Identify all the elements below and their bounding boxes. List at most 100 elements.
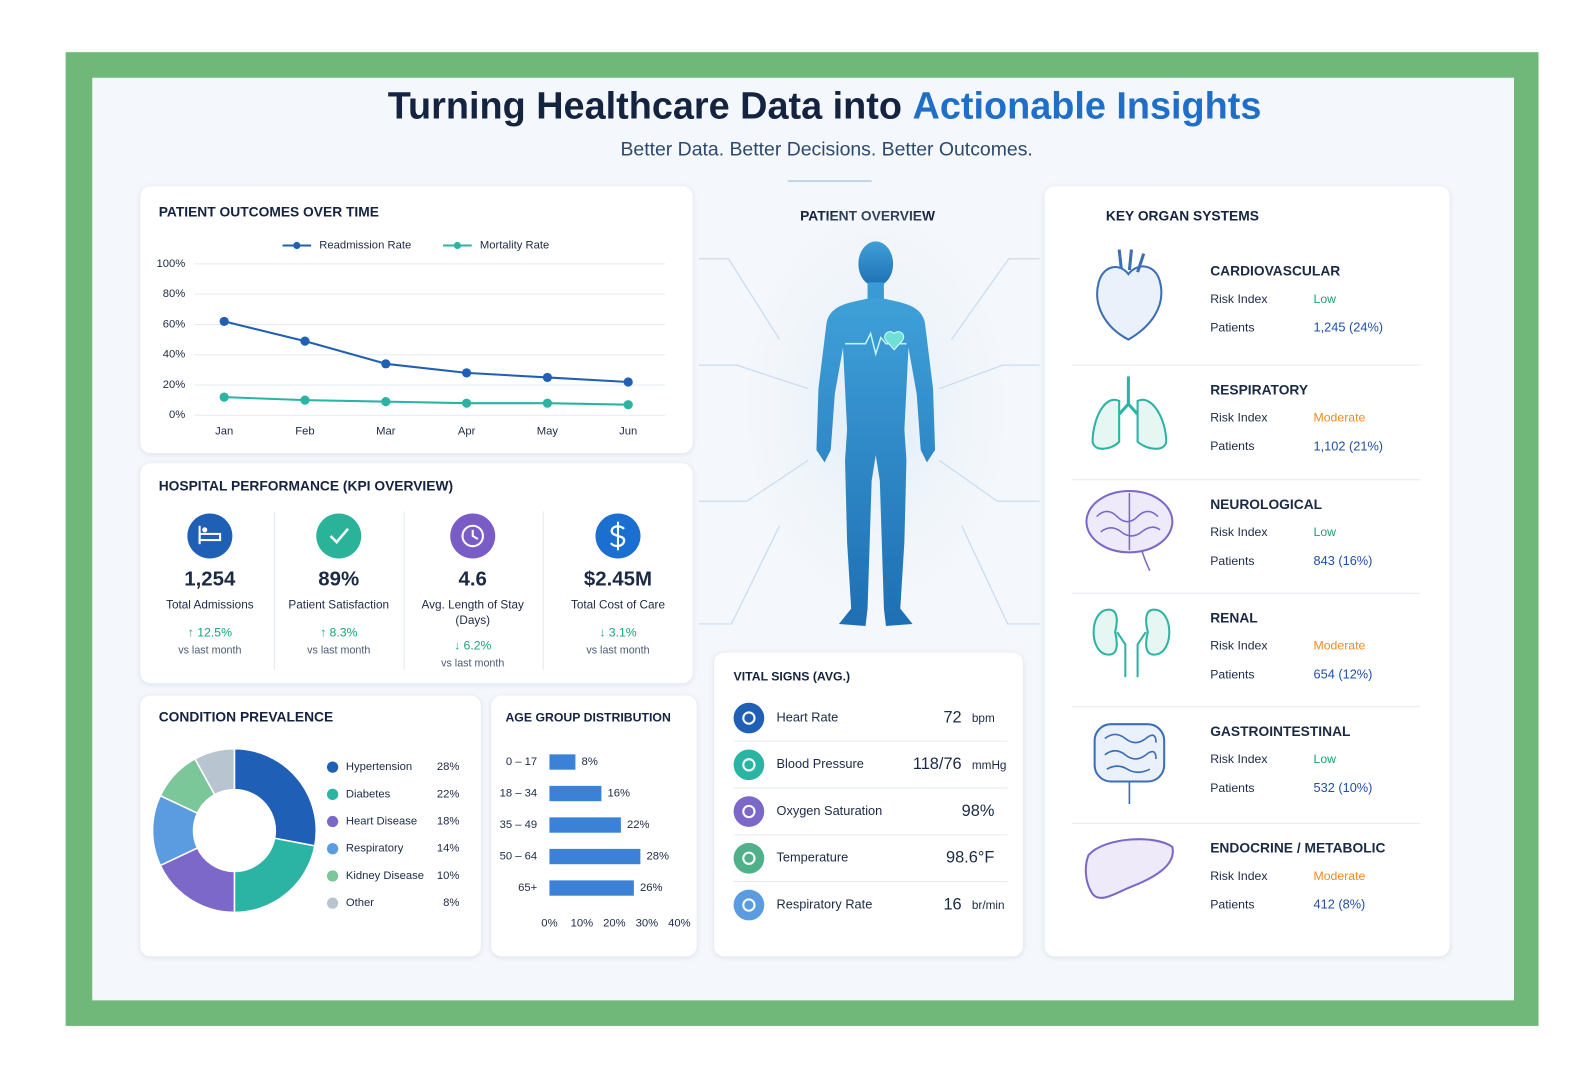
- vital-name: Temperature: [777, 850, 849, 865]
- patients-value: 1,245 (24%): [1314, 320, 1384, 335]
- kidney-right: [1145, 608, 1171, 656]
- kidney-left: [1092, 608, 1118, 656]
- vital-value: 98%: [962, 802, 995, 820]
- connector: [698, 525, 781, 625]
- y-tick-label: 100%: [157, 258, 186, 270]
- legend-marker: [293, 241, 301, 250]
- card-title: VITAL SIGNS (AVG.): [734, 669, 851, 683]
- connector: [698, 258, 781, 340]
- kpi-note: vs last month: [586, 644, 649, 656]
- legend-label: Mortality Rate: [480, 239, 549, 251]
- kpi-note: vs last month: [441, 658, 504, 670]
- value-label: 28%: [437, 761, 460, 773]
- connector: [938, 364, 1040, 390]
- liver: [1084, 838, 1174, 899]
- patients-value: 654 (12%): [1314, 666, 1373, 681]
- lung-left: [1091, 398, 1121, 450]
- icon-glyph: [471, 529, 479, 540]
- value-label: 16%: [608, 788, 631, 800]
- patients-label: Patients: [1210, 781, 1254, 795]
- card: [140, 186, 693, 454]
- kpi-label: Avg. Length of Stay: [422, 599, 524, 612]
- legend-label: Readmission Rate: [319, 239, 411, 251]
- connector: [950, 258, 1040, 340]
- vital-unit: bpm: [972, 712, 995, 725]
- brain-folds: [1096, 493, 1161, 572]
- y-tick-label: 40%: [163, 349, 186, 361]
- patients-label: Patients: [1210, 321, 1254, 335]
- connector: [698, 459, 809, 502]
- y-tick-label: 0 – 17: [506, 756, 537, 768]
- series-line: [224, 396, 629, 406]
- kpi-label: Patient Satisfaction: [288, 599, 389, 612]
- kpi-change: ↑ 12.5%: [188, 625, 232, 639]
- pie-segment: [233, 747, 317, 847]
- value-label: 18%: [437, 816, 460, 828]
- kpi-value: $2.45M: [584, 567, 652, 590]
- kpi-icon: [316, 513, 362, 559]
- kpi-value: 4.6: [459, 567, 487, 590]
- kpi-change: ↓ 6.2%: [454, 639, 492, 653]
- legend-label: Kidney Disease: [346, 870, 424, 882]
- vital-icon-glyph: [742, 851, 756, 865]
- figure-head: [858, 241, 894, 287]
- vital-icon: [733, 749, 765, 781]
- vital-icon-glyph: [742, 711, 756, 725]
- vital-icon: [733, 889, 765, 921]
- data-point: [623, 377, 633, 387]
- risk-label: Risk Index: [1210, 639, 1267, 653]
- y-tick-label: 60%: [163, 318, 186, 330]
- legend-marker: [326, 870, 339, 882]
- patients-label: Patients: [1210, 439, 1254, 453]
- data-point: [623, 400, 633, 410]
- y-tick-label: 20%: [163, 379, 186, 391]
- risk-value: Low: [1314, 752, 1337, 766]
- risk-value: Moderate: [1314, 639, 1366, 653]
- risk-label: Risk Index: [1210, 525, 1267, 539]
- legend-marker: [326, 788, 339, 800]
- pie-segment: [193, 747, 236, 796]
- risk-value: Moderate: [1314, 411, 1366, 425]
- value-label: 8%: [443, 897, 459, 909]
- data-point: [542, 398, 553, 408]
- kpi-change: ↓ 3.1%: [599, 625, 637, 639]
- risk-label: Risk Index: [1210, 411, 1267, 425]
- x-tick-label: Jun: [619, 426, 637, 438]
- kpi-change: ↑ 8.3%: [320, 625, 358, 639]
- data-point: [542, 372, 553, 383]
- legend-marker: [326, 897, 339, 909]
- legend-marker: [326, 843, 339, 855]
- risk-label: Risk Index: [1210, 292, 1267, 306]
- heart-organ: [1096, 265, 1163, 341]
- y-tick-label: 80%: [163, 288, 186, 300]
- organ-name: ENDOCRINE / METABOLIC: [1210, 841, 1385, 856]
- y-tick-label: 65+: [518, 882, 538, 894]
- data-point: [461, 398, 472, 408]
- patients-value: 1,102 (21%): [1314, 438, 1384, 453]
- card-title: AGE GROUP DISTRIBUTION: [505, 710, 671, 724]
- vital-icon-glyph: [742, 804, 756, 819]
- x-tick-label: 0%: [541, 918, 557, 930]
- risk-value: Moderate: [1314, 869, 1366, 883]
- x-tick-label: Feb: [295, 426, 314, 438]
- vital-name: Oxygen Saturation: [777, 803, 883, 818]
- risk-label: Risk Index: [1210, 869, 1267, 883]
- vital-icon: [733, 842, 765, 874]
- kpi-note: vs last month: [307, 644, 370, 656]
- x-tick-label: Apr: [458, 426, 476, 438]
- legend-label: Hypertension: [346, 761, 412, 773]
- kpi-icon: [187, 513, 233, 559]
- series-line: [223, 320, 629, 383]
- title-highlight: Actionable Insights: [913, 85, 1262, 127]
- connector: [698, 364, 809, 390]
- organ-icons: [1084, 249, 1174, 899]
- legend-label: Diabetes: [346, 788, 391, 800]
- kpi-value: 1,254: [184, 567, 236, 590]
- value-label: 8%: [582, 756, 598, 768]
- data-point: [381, 359, 391, 369]
- vital-unit: br/min: [972, 899, 1005, 912]
- card: [714, 652, 1024, 957]
- ureters: [1116, 631, 1147, 678]
- patients-value: 412 (8%): [1314, 897, 1366, 912]
- vital-name: Heart Rate: [777, 709, 839, 724]
